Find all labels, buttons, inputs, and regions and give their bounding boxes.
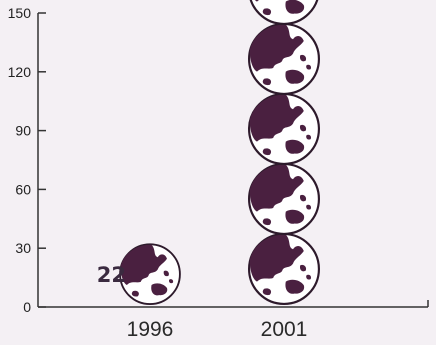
globe-mark — [249, 94, 319, 164]
y-axis-ticks: 0 30 60 90 120 150 — [8, 5, 46, 315]
y-tick-label: 120 — [8, 64, 32, 80]
globe-mark — [249, 24, 319, 94]
globe-mark — [249, 234, 319, 304]
x-axis-labels: 1996 2001 — [127, 318, 308, 341]
y-tick-label: 60 — [15, 181, 31, 197]
chart-marks — [120, 0, 319, 304]
y-tick-label: 0 — [23, 299, 31, 315]
data-label: 22 — [97, 263, 126, 287]
globe-mark — [120, 244, 180, 304]
x-tick-label: 2001 — [261, 318, 308, 341]
y-tick-label: 90 — [15, 123, 31, 139]
y-tick-label: 150 — [8, 5, 32, 21]
axes — [37, 13, 429, 308]
globe-mark — [249, 0, 319, 24]
data-labels: 22142 — [97, 263, 126, 287]
globe-mark — [249, 164, 319, 234]
x-tick-label: 1996 — [127, 318, 174, 341]
y-tick-label: 30 — [15, 240, 31, 256]
